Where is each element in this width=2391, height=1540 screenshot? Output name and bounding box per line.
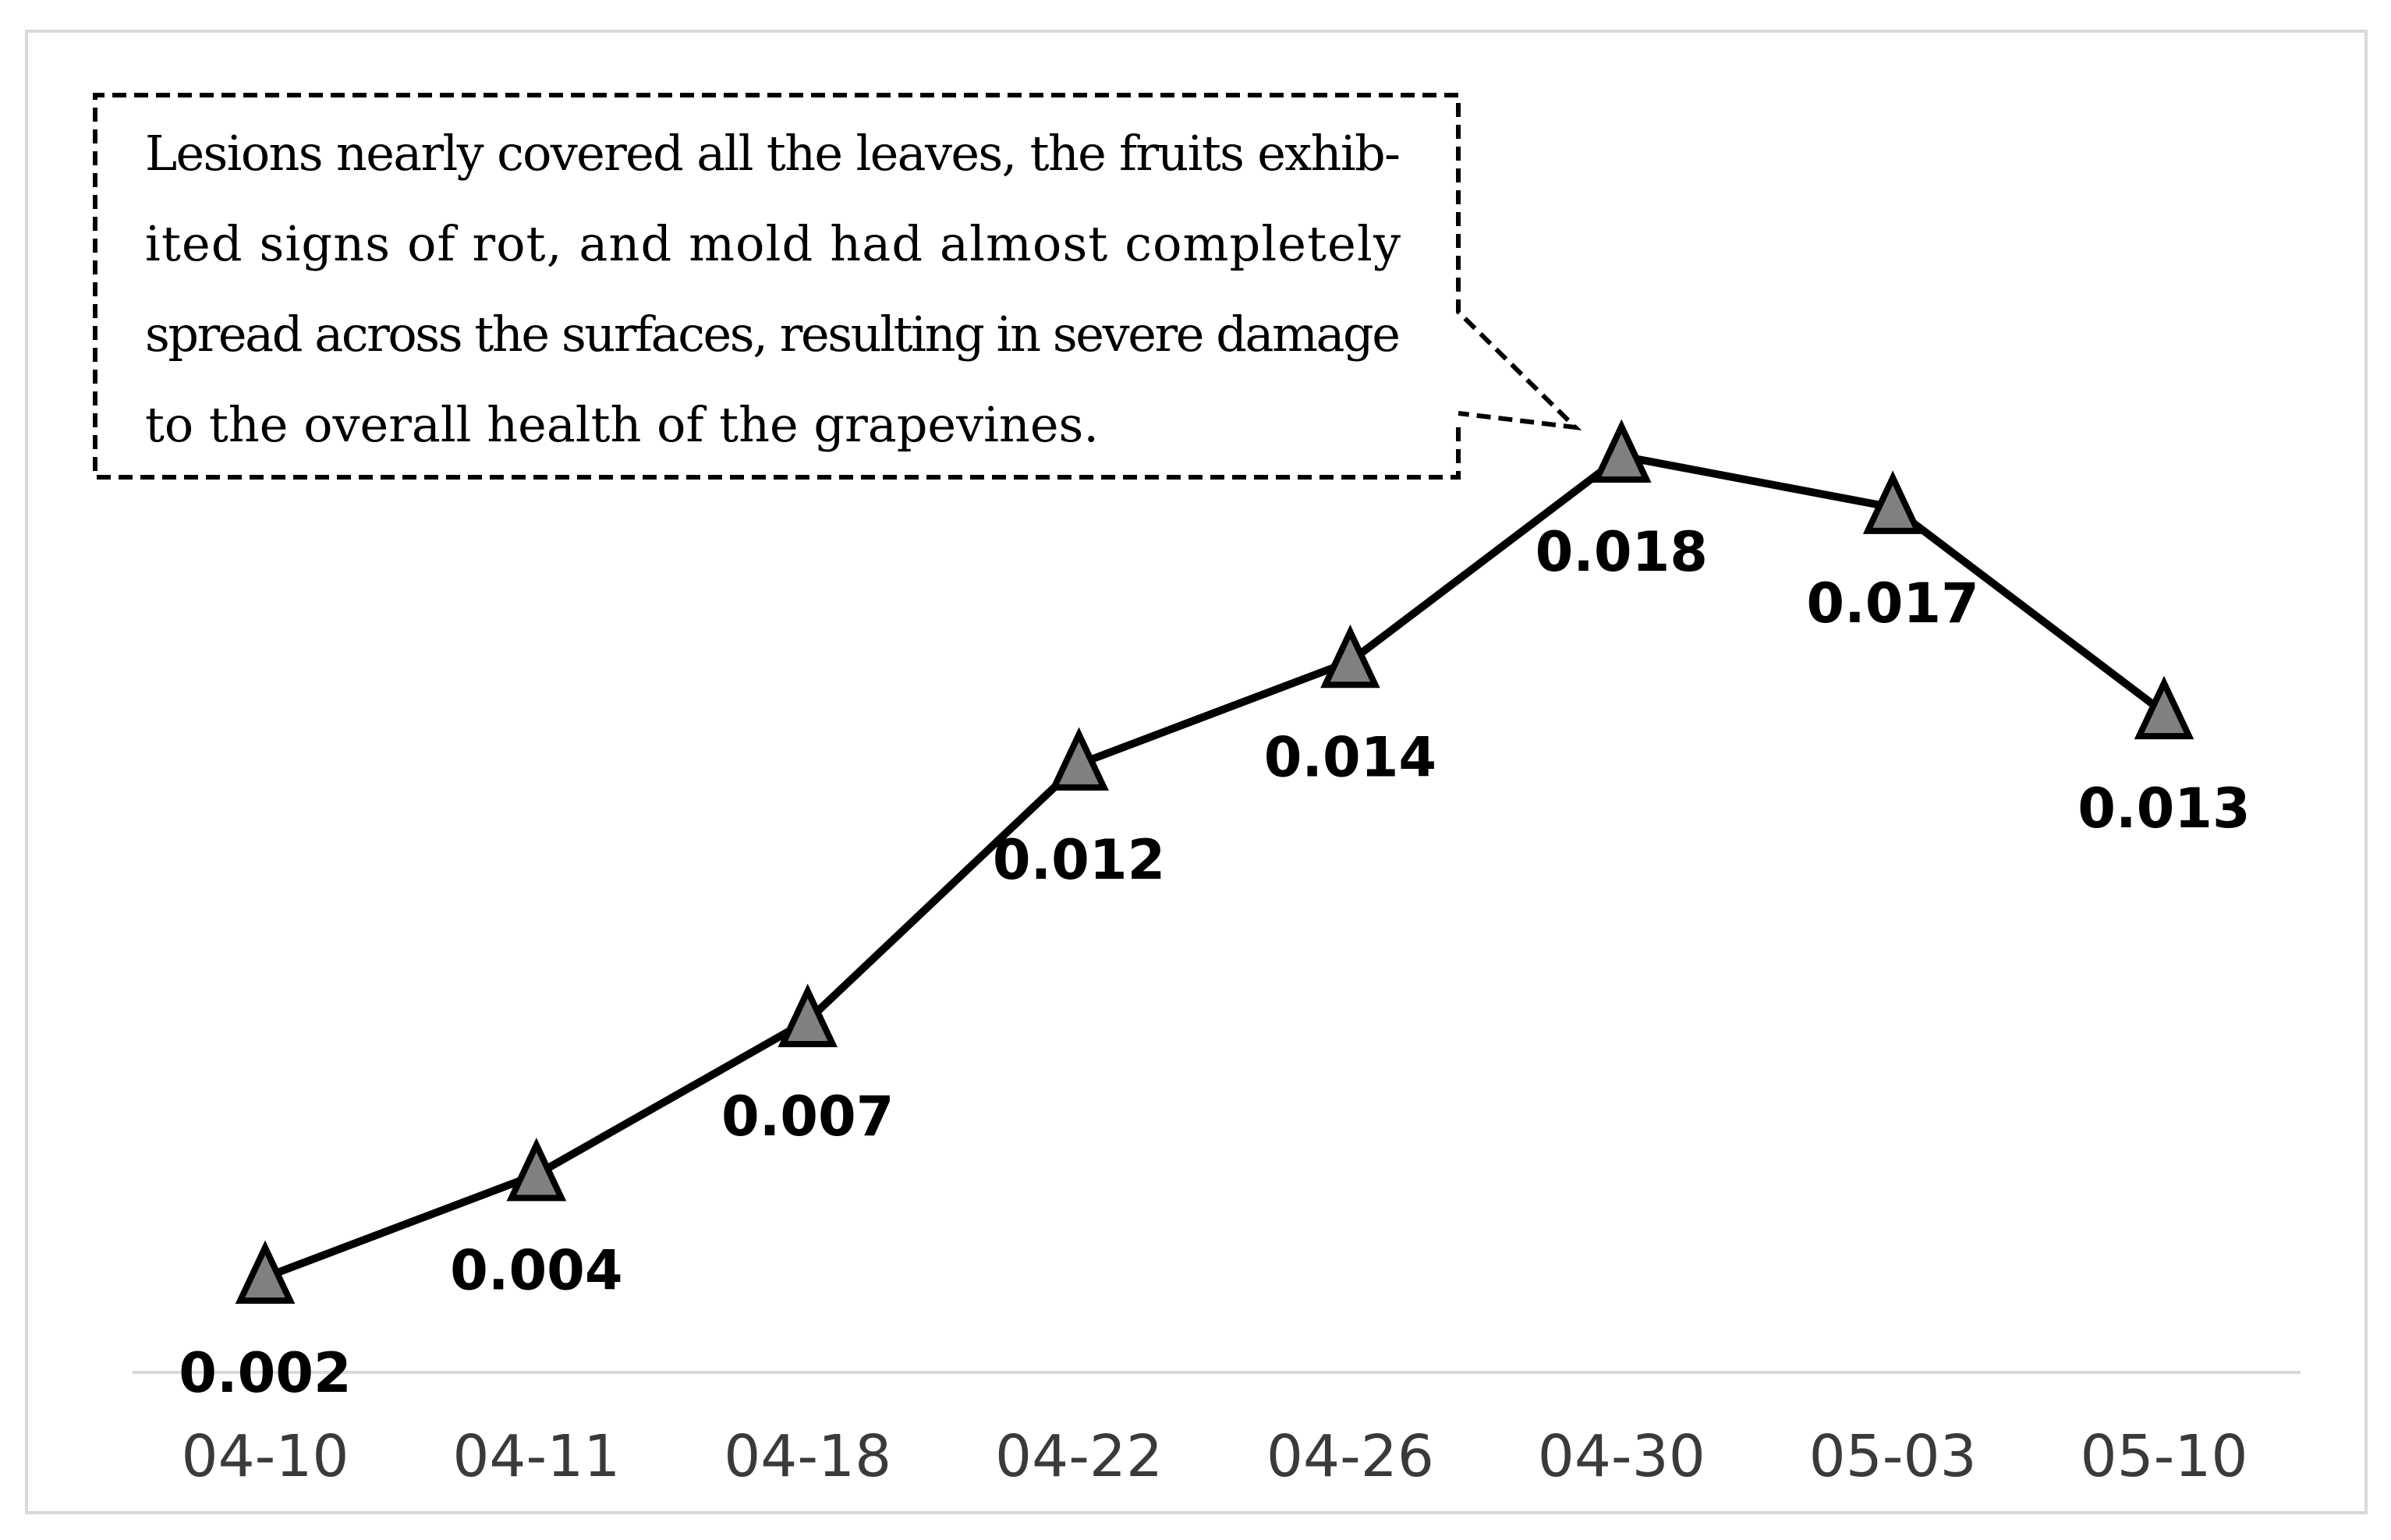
triangle-marker: [235, 1240, 296, 1304]
data-labels: 0.002 0.004 0.007 0.012 0.014 0.018 0.017 0.013: [179, 520, 2250, 1405]
annotation-line-1: Lesions nearly covered all the leaves, t…: [145, 125, 1401, 182]
annotation-text: Lesions nearly covered all the leaves, t…: [145, 125, 1417, 453]
series-line-group: [264, 452, 2167, 1281]
x-tick-label: 04-18: [724, 1423, 891, 1490]
triangle-marker: [1049, 727, 1109, 791]
data-label: 0.012: [993, 828, 1165, 892]
annotation-line-2: ited signs of rot, and mold had almost c…: [145, 215, 1401, 272]
annotation-box: [93, 93, 1582, 480]
figure-border: [25, 30, 2368, 1514]
triangle-marker: [1591, 419, 1652, 483]
data-label: 0.007: [721, 1085, 894, 1149]
triangle-marker: [506, 1137, 567, 1202]
x-tick-label: 04-22: [995, 1423, 1163, 1490]
annotation-line-4: to the overall health of the grapevines.: [145, 396, 1099, 453]
x-tick-label: 04-30: [1538, 1423, 1706, 1490]
x-tick-label: 04-10: [181, 1423, 349, 1490]
triangle-marker: [1320, 624, 1380, 689]
x-tick-label: 04-26: [1266, 1423, 1434, 1490]
x-tick-label: 05-10: [2080, 1423, 2248, 1490]
x-tick-labels: 04-10 04-11 04-18 04-22 04-26 04-30 05-03 05-10: [181, 1423, 2248, 1490]
triangle-marker: [2134, 675, 2194, 740]
series-line: [264, 452, 2167, 1281]
annotation-line-3: spread across the surfaces, resulting in…: [145, 306, 1401, 363]
triangle-marker: [778, 983, 838, 1047]
x-tick-label: 04-11: [452, 1423, 620, 1490]
data-label: 0.017: [1806, 572, 1978, 635]
x-tick-label: 05-03: [1809, 1423, 1977, 1490]
annotation-callout: Lesions nearly covered all the leaves, t…: [93, 93, 1582, 480]
data-label: 0.013: [2078, 777, 2250, 841]
data-label: 0.002: [179, 1341, 351, 1405]
triangle-marker: [1862, 470, 1923, 534]
data-label: 0.018: [1536, 520, 1708, 584]
data-markers: [235, 419, 2194, 1304]
data-label: 0.004: [450, 1238, 622, 1302]
data-label: 0.014: [1264, 725, 1436, 789]
